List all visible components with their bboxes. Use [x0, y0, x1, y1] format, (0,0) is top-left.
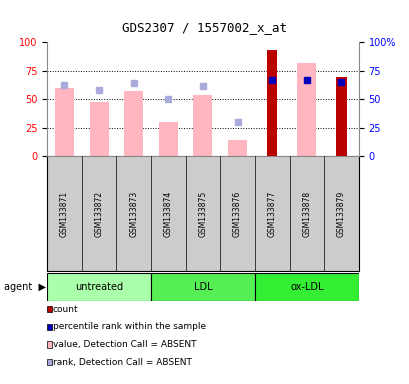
Bar: [297, 63, 316, 157]
Bar: [227, 141, 247, 157]
Text: GSM133877: GSM133877: [267, 190, 276, 237]
Bar: [335, 76, 346, 157]
Bar: [254, 273, 358, 301]
Text: GSM133879: GSM133879: [336, 190, 345, 237]
Text: agent  ▶: agent ▶: [4, 282, 46, 292]
Text: GDS2307 / 1557002_x_at: GDS2307 / 1557002_x_at: [122, 21, 287, 34]
Bar: [193, 95, 212, 157]
Text: GSM133878: GSM133878: [301, 190, 310, 237]
Bar: [266, 50, 277, 157]
Bar: [55, 88, 74, 157]
Text: GSM133873: GSM133873: [129, 190, 138, 237]
Text: percentile rank within the sample: percentile rank within the sample: [53, 322, 205, 331]
Bar: [124, 91, 143, 157]
Text: GSM133875: GSM133875: [198, 190, 207, 237]
Text: ox-LDL: ox-LDL: [289, 282, 323, 292]
Text: LDL: LDL: [193, 282, 212, 292]
Text: GSM133872: GSM133872: [94, 190, 103, 237]
Text: count: count: [53, 305, 78, 314]
Text: value, Detection Call = ABSENT: value, Detection Call = ABSENT: [53, 340, 196, 349]
Bar: [151, 273, 254, 301]
Text: GSM133871: GSM133871: [60, 190, 69, 237]
Bar: [158, 122, 178, 157]
Bar: [47, 273, 151, 301]
Bar: [89, 102, 108, 157]
Text: rank, Detection Call = ABSENT: rank, Detection Call = ABSENT: [53, 358, 191, 367]
Text: GSM133874: GSM133874: [164, 190, 173, 237]
Text: GSM133876: GSM133876: [232, 190, 241, 237]
Text: untreated: untreated: [75, 282, 123, 292]
